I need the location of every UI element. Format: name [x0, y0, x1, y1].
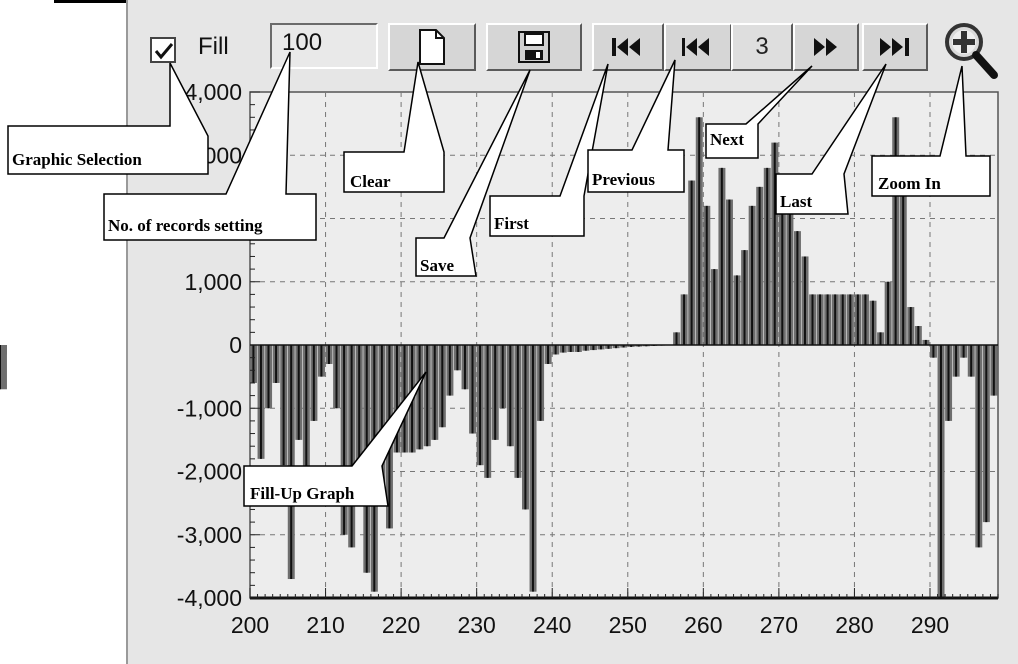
- x-tick-label: 210: [306, 612, 344, 638]
- fill-up-graph-callout: [243, 371, 427, 507]
- data-bar: [0, 345, 7, 355]
- next-callout: [705, 65, 813, 159]
- save-callout: [415, 69, 531, 277]
- zoom-in-label: Zoom In: [878, 174, 941, 193]
- y-tick-label: -1,000: [177, 395, 242, 421]
- clear-label: Clear: [350, 172, 391, 191]
- last-callout: [775, 63, 887, 215]
- fill-label: Fill: [198, 33, 229, 60]
- clear-button[interactable]: [388, 23, 476, 71]
- y-tick-label: 4,000: [184, 79, 242, 105]
- blank-page-icon: [419, 29, 445, 65]
- graphic-selection-callout: [7, 62, 209, 175]
- records-setting-label: No. of records setting: [108, 216, 263, 235]
- previous-label: Previous: [592, 170, 655, 189]
- x-tick-label: 280: [835, 612, 873, 638]
- x-tick-label: 270: [760, 612, 798, 638]
- last-label: Last: [780, 192, 813, 211]
- rewind-icon: [682, 38, 709, 56]
- page-number: 3: [731, 23, 793, 71]
- data-bar: [0, 345, 7, 390]
- zoom-in-button[interactable]: [940, 18, 1004, 84]
- x-tick-label: 260: [684, 612, 722, 638]
- skip-to-last-icon: [880, 38, 909, 56]
- checkmark-icon: [154, 43, 174, 60]
- x-tick-label: 240: [533, 612, 571, 638]
- clear-callout: [343, 61, 445, 193]
- fast-forward-icon: [814, 38, 837, 56]
- first-callout: [489, 63, 609, 237]
- records-setting-callout: [103, 51, 317, 241]
- floppy-disk-icon: [518, 31, 550, 63]
- x-tick-label: 230: [457, 612, 495, 638]
- previous-callout: [587, 59, 685, 193]
- x-tick-label: 250: [609, 612, 647, 638]
- first-label: First: [494, 214, 529, 233]
- next-label: Next: [710, 130, 744, 149]
- fill-checkbox[interactable]: [150, 37, 176, 63]
- save-label: Save: [420, 256, 454, 275]
- save-button[interactable]: [486, 23, 582, 71]
- window-edge-line: [54, 0, 126, 3]
- y-tick-label: -2,000: [177, 459, 242, 485]
- y-tick-label: 1,000: [184, 269, 242, 295]
- y-tick-label: -3,000: [177, 522, 242, 548]
- x-tick-label: 290: [911, 612, 949, 638]
- next-button[interactable]: [793, 23, 859, 71]
- magnifier-plus-icon: [945, 23, 998, 79]
- zoom-in-callout: [871, 65, 991, 197]
- first-button[interactable]: [592, 23, 664, 71]
- fill-up-graph-label: Fill-Up Graph: [250, 484, 355, 503]
- x-tick-label: 200: [231, 612, 269, 638]
- y-tick-label: 0: [229, 332, 242, 358]
- y-tick-label: -4,000: [177, 585, 242, 611]
- x-tick-label: 220: [382, 612, 420, 638]
- skip-to-first-icon: [612, 38, 640, 56]
- graphic-selection-label: Graphic Selection: [12, 150, 142, 169]
- last-button[interactable]: [862, 23, 928, 71]
